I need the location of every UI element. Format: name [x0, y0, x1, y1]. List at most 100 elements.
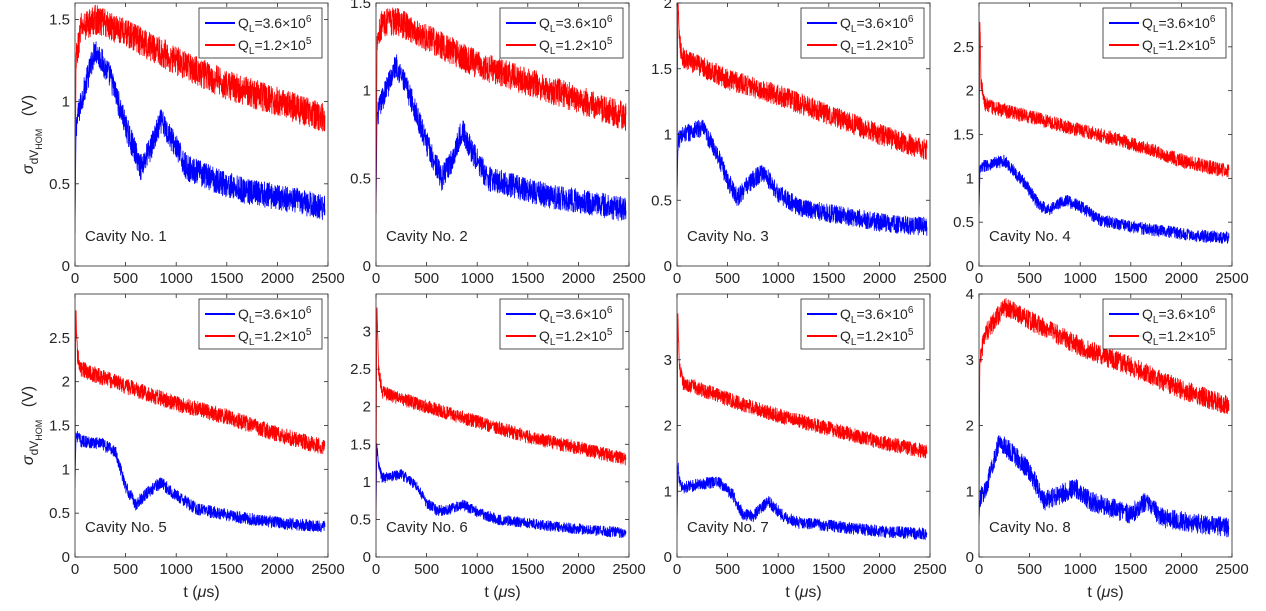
series-line-ql-3.6e6 — [376, 443, 627, 539]
x-tick-label: 2000 — [1165, 561, 1198, 578]
y-tick-label: 0 — [62, 258, 70, 275]
legend-value: =1.2×10 — [555, 328, 607, 344]
y-tick-label: 1.5 — [651, 61, 672, 78]
legend-q: Q — [539, 37, 550, 53]
legend-box — [499, 7, 624, 59]
x-tick-label: 2000 — [562, 270, 595, 287]
legend-q: Q — [1142, 328, 1153, 344]
y-axis-label: σdVHOM (V) — [20, 386, 44, 465]
legend-box — [800, 7, 925, 59]
y-tick-label: 3 — [966, 352, 974, 369]
legend-box — [198, 7, 323, 59]
legend-entry-label: QL=1.2×105 — [539, 36, 613, 57]
y-tick-label: 2.5 — [350, 361, 371, 378]
cavity-label: Cavity No. 4 — [989, 228, 1071, 245]
legend-entry-label: QL=3.6×106 — [539, 305, 613, 326]
cavity-label: Cavity No. 7 — [687, 519, 769, 536]
y-tick-label: 2 — [664, 0, 672, 12]
legend-exponent: 6 — [607, 305, 613, 316]
y-tick-label: 1 — [62, 94, 70, 111]
ylabel-unit: (V) — [20, 386, 37, 412]
legend-exponent: 5 — [908, 36, 914, 47]
cavity-label: Cavity No. 3 — [687, 228, 769, 245]
legend-q: Q — [840, 15, 851, 31]
y-tick-label: 2 — [664, 418, 672, 435]
legend-q-subscript: L — [1153, 46, 1159, 57]
xlabel-mu: μ — [1101, 584, 1111, 601]
y-tick-label: 0 — [363, 549, 371, 566]
y-tick-label: 0.5 — [350, 511, 371, 528]
legend-exponent: 6 — [908, 14, 914, 25]
legend-q: Q — [539, 15, 550, 31]
y-tick-label: 3 — [664, 352, 672, 369]
legend-exponent: 6 — [908, 305, 914, 316]
x-tick-label: 2500 — [311, 270, 344, 287]
legend-q-subscript: L — [249, 46, 255, 57]
series-line-ql-3.6e6 — [677, 462, 928, 541]
x-tick-label: 2000 — [261, 561, 294, 578]
y-tick-label: 1 — [664, 483, 672, 500]
legend-value: =3.6×10 — [254, 306, 306, 322]
legend-q: Q — [840, 328, 851, 344]
x-tick-label: 500 — [414, 270, 439, 287]
axes-box — [375, 293, 630, 558]
legend-exponent: 6 — [306, 14, 312, 25]
ylabel-sub: dV — [27, 441, 41, 456]
ylabel-subsub: HOM — [34, 129, 44, 150]
x-tick-label: 1500 — [210, 561, 243, 578]
x-tick-label: 1500 — [1114, 561, 1147, 578]
x-tick-label: 0 — [673, 561, 681, 578]
legend-q: Q — [840, 37, 851, 53]
legend-entry-label: QL=3.6×106 — [1142, 305, 1216, 326]
xlabel-prefix: t ( — [1087, 584, 1102, 601]
cavity-label: Cavity No. 8 — [989, 519, 1071, 536]
xlabel-prefix: t ( — [484, 584, 499, 601]
legend-box — [198, 298, 323, 350]
legend-entry-label: QL=1.2×105 — [1142, 36, 1216, 57]
legend-box — [1102, 7, 1227, 59]
x-axis-label: t (μs) — [183, 584, 219, 601]
x-tick-label: 500 — [1017, 561, 1042, 578]
legend-exponent: 5 — [306, 36, 312, 47]
legend-entry-label: QL=3.6×106 — [840, 14, 914, 35]
xlabel-mu: μ — [498, 584, 508, 601]
legend-q-subscript: L — [249, 24, 255, 35]
subplot-cavity-6: 0 500 1000 1500 2000 2500 0 0.5 1 1.5 2 2.5 3 Cavity … — [350, 293, 646, 601]
x-axis-label: t (μs) — [1087, 584, 1123, 601]
y-tick-label: 1 — [363, 83, 371, 100]
legend-value: =1.2×10 — [856, 328, 908, 344]
series-group — [75, 310, 326, 533]
xlabel-suffix: s) — [1110, 584, 1123, 601]
y-tick-label: 0 — [966, 549, 974, 566]
x-tick-label: 2500 — [612, 561, 645, 578]
x-tick-label: 0 — [975, 270, 983, 287]
series-line-ql-3.6e6 — [677, 119, 928, 236]
x-tick-label: 0 — [372, 561, 380, 578]
x-tick-label: 2000 — [261, 270, 294, 287]
x-axis-label: t (μs) — [785, 584, 821, 601]
legend-value: =3.6×10 — [856, 15, 908, 31]
cavity-label: Cavity No. 5 — [85, 519, 167, 536]
ylabel-unit: (V) — [20, 95, 37, 121]
legend-entry-label: QL=3.6×106 — [1142, 14, 1216, 35]
legend-entry-label: QL=1.2×105 — [840, 327, 914, 348]
cavity-label: Cavity No. 6 — [386, 519, 468, 536]
x-tick-label: 2000 — [562, 561, 595, 578]
x-tick-label: 500 — [715, 270, 740, 287]
legend-entry-label: QL=1.2×105 — [1142, 327, 1216, 348]
y-tick-label: 1.5 — [350, 0, 371, 12]
x-axis-label: t (μs) — [484, 584, 520, 601]
x-tick-label: 1000 — [461, 270, 494, 287]
legend-entry-label: QL=1.2×105 — [539, 327, 613, 348]
xlabel-suffix: s) — [808, 584, 821, 601]
legend-value: =3.6×10 — [856, 306, 908, 322]
legend-q: Q — [539, 306, 550, 322]
x-tick-label: 1500 — [511, 270, 544, 287]
subplot-cavity-1: 0 500 1000 1500 2000 2500 0 0.5 1 1.5 Cavity No. 1… — [20, 2, 345, 287]
